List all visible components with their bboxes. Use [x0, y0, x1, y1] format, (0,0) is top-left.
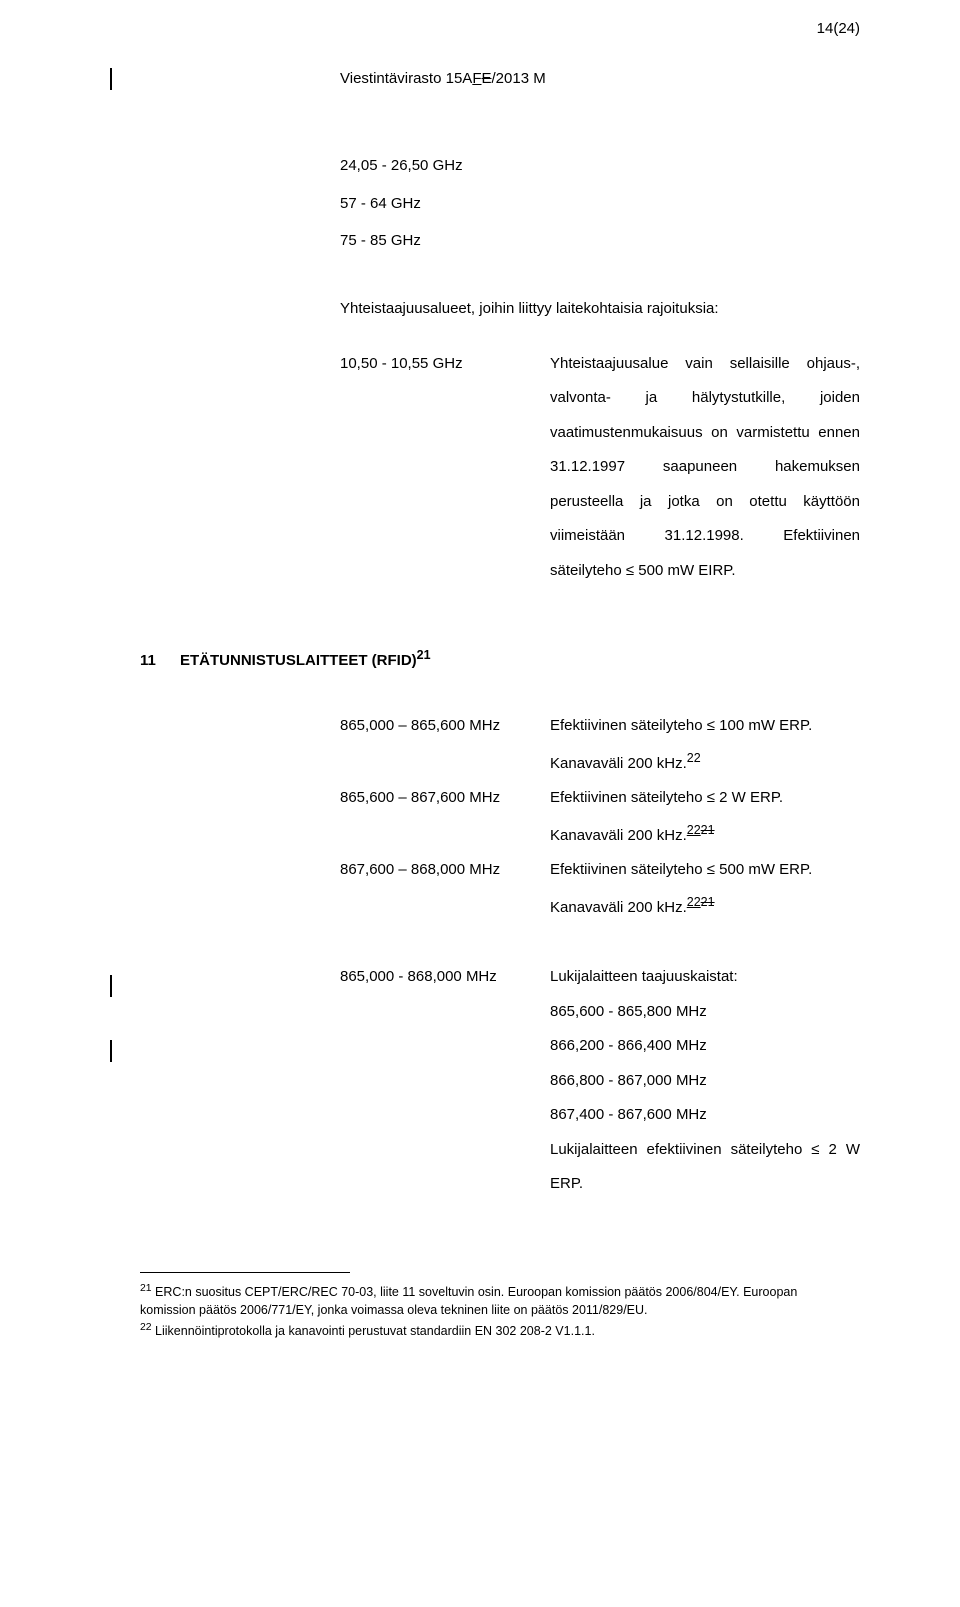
section-number: 11	[140, 652, 180, 669]
revision-bar	[110, 68, 112, 90]
freq-range: 10,50 - 10,55 GHz	[340, 347, 550, 589]
freq-description: Yhteistaajuusalue vain sellaisille ohjau…	[550, 347, 860, 589]
footnote-ref: 21	[417, 648, 431, 662]
channel-spacing: Kanavaväli 200 kHz.2221	[550, 816, 860, 854]
freq-range: 865,000 – 865,600 MHz	[340, 709, 550, 781]
footnote-ref: 22	[687, 751, 701, 765]
doc-title-suffix: /2013 M	[492, 70, 546, 87]
freq-line: 24,05 - 26,50 GHz	[340, 147, 860, 185]
page-number: 14(24)	[817, 20, 860, 37]
reader-heading: Lukijalaitteen taajuuskaistat:	[550, 960, 860, 995]
footnote-text: ERC:n suositus CEPT/ERC/REC 70-03, liite…	[140, 1285, 797, 1318]
doc-title-delete: E	[481, 70, 491, 87]
section-heading: 11ETÄTUNNISTUSLAITTEET (RFID)21	[140, 648, 860, 669]
footnote-ref-insert: 22	[687, 895, 701, 909]
freq-range: 865,600 – 867,600 MHz	[340, 781, 550, 853]
power-limit: Efektiivinen säteilyteho ≤ 100 mW ERP.	[550, 709, 860, 744]
footnote-separator	[140, 1272, 350, 1273]
power-limit: Efektiivinen säteilyteho ≤ 2 W ERP.	[550, 781, 860, 816]
footnotes: 21 ERC:n suositus CEPT/ERC/REC 70-03, li…	[140, 1281, 820, 1342]
freq-range: 867,600 – 868,000 MHz	[340, 853, 550, 925]
footnote-ref-insert: 22	[687, 823, 701, 837]
footnote-ref-delete: 21	[701, 895, 715, 909]
shared-heading: Yhteistaajuusalueet, joihin liittyy lait…	[340, 300, 860, 317]
doc-title: Viestintävirasto 15AFE/2013 M	[340, 70, 860, 87]
reader-band: 867,400 - 867,600 MHz	[550, 1098, 860, 1133]
power-limit: Efektiivinen säteilyteho ≤ 500 mW ERP.	[550, 853, 860, 888]
channel-spacing: Kanavaväli 200 kHz.2221	[550, 888, 860, 926]
footnote-text: Liikennöintiprotokolla ja kanavointi per…	[152, 1324, 595, 1338]
freq-line: 75 - 85 GHz	[340, 222, 860, 260]
reader-power: Lukijalaitteen efektiivinen säteilyteho …	[550, 1133, 860, 1202]
channel-spacing: Kanavaväli 200 kHz.22	[550, 744, 860, 782]
footnote-number: 22	[140, 1322, 152, 1333]
doc-title-prefix: Viestintävirasto 15A	[340, 70, 472, 87]
reader-band: 866,800 - 867,000 MHz	[550, 1064, 860, 1099]
freq-range: 865,000 - 868,000 MHz	[340, 960, 550, 1202]
reader-band: 865,600 - 865,800 MHz	[550, 995, 860, 1030]
footnote-ref-delete: 21	[701, 823, 715, 837]
revision-bar	[110, 975, 112, 997]
freq-line: 57 - 64 GHz	[340, 185, 860, 223]
footnote-number: 21	[140, 1283, 152, 1294]
revision-bar	[110, 1040, 112, 1062]
section-title: ETÄTUNNISTUSLAITTEET (RFID)	[180, 652, 417, 669]
reader-band: 866,200 - 866,400 MHz	[550, 1029, 860, 1064]
